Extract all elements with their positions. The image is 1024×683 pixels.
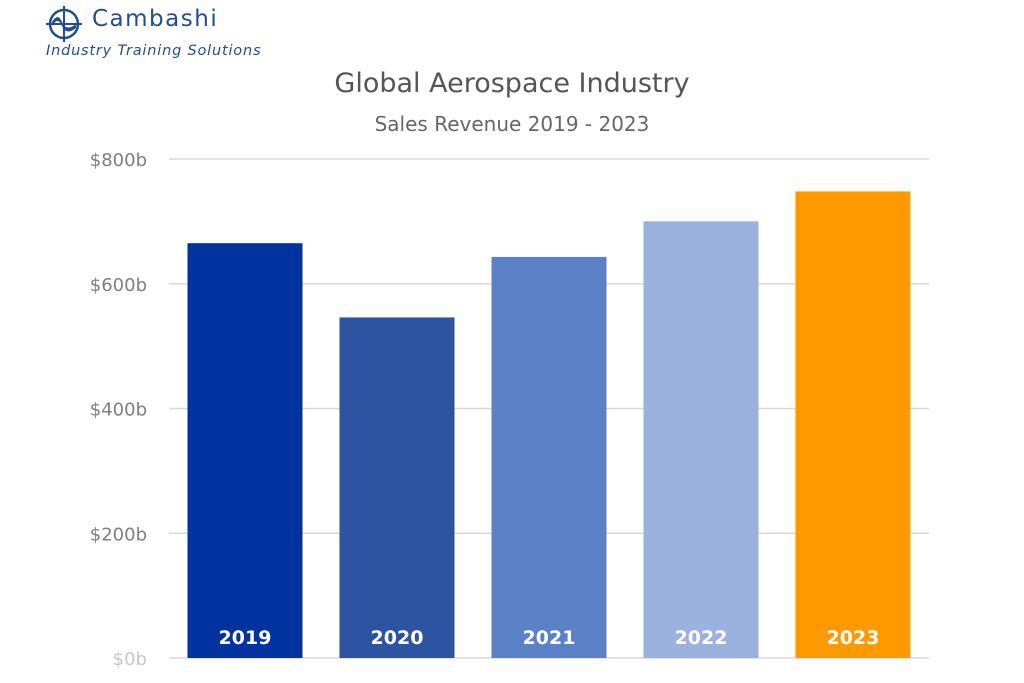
y-tick-label: $400b [90,400,147,421]
bar-2022 [643,221,759,658]
bar-2020 [339,317,455,658]
y-tick-label: $800b [90,150,147,171]
y-tick-label: $0b [113,649,147,670]
cambashi-logo-icon [46,6,82,42]
chart-title: Global Aerospace Industry [334,68,690,99]
bar-2023 [795,191,911,658]
bar-2019 [187,243,303,659]
logo-brand: Cambashi [92,6,219,32]
bar-label: 2023 [827,627,880,649]
chart-subtitle: Sales Revenue 2019 - 2023 [374,112,650,136]
bar-label: 2021 [523,627,576,649]
y-tick-label: $200b [90,524,147,545]
bar-label: 2022 [675,627,728,649]
logo-tagline: Industry Training Solutions [46,43,262,59]
bar-2021 [491,256,607,658]
y-tick-label: $600b [90,275,147,296]
bar-label: 2019 [219,627,272,649]
bar-label: 2020 [371,627,424,649]
